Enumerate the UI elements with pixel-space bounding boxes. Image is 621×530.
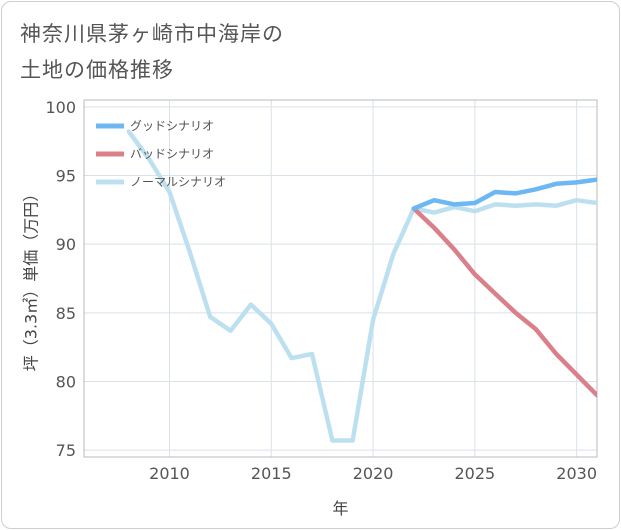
plot-area-frame — [83, 99, 598, 458]
y-tick-label: 75 — [56, 441, 76, 460]
x-tick-label: 2015 — [251, 464, 292, 483]
y-tick-label: 80 — [56, 372, 76, 391]
x-tick-label: 2025 — [454, 464, 495, 483]
x-tick-label: 2010 — [149, 464, 190, 483]
y-tick-label: 90 — [56, 235, 76, 254]
series-line — [411, 206, 597, 398]
axis-ticks: 2010 2015 2020 2025 2030 75 80 85 90 95 100 — [45, 98, 597, 483]
y-axis-label: 坪（3.3㎡）単価（万円） — [22, 186, 41, 371]
series-line — [126, 129, 597, 443]
legend-label: グッドシナリオ — [130, 119, 214, 133]
chart-title-line-2: 土地の価格推移 — [20, 58, 174, 82]
x-axis-label: 年 — [332, 499, 348, 518]
y-tick-label: 85 — [56, 304, 76, 323]
series-layer — [126, 129, 597, 443]
y-tick-label: 100 — [45, 98, 76, 117]
x-tick-label: 2030 — [556, 464, 597, 483]
y-tick-label: 95 — [56, 167, 76, 186]
chart-title: 神奈川県茅ヶ崎市中海岸の 土地の価格推移 — [20, 16, 284, 88]
series-line — [411, 177, 597, 211]
grid-lines — [84, 100, 597, 457]
x-tick-label: 2020 — [353, 464, 394, 483]
chart-title-line-1: 神奈川県茅ヶ崎市中海岸の — [20, 22, 284, 46]
legend-label: ノーマルシナリオ — [130, 175, 226, 189]
legend-label: バッドシナリオ — [130, 147, 214, 161]
